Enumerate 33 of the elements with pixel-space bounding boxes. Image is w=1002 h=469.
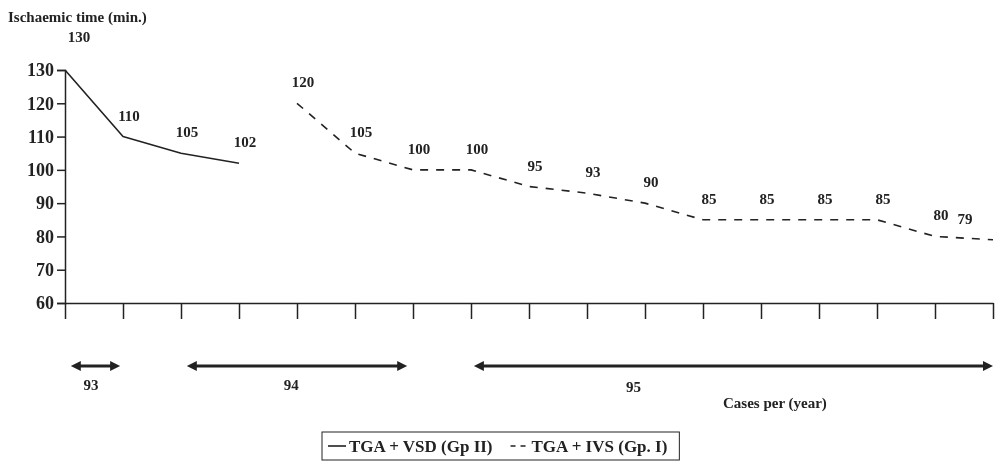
y-tick-label: 130 [27,60,54,81]
text: 94 [283,377,300,393]
data-label: 120 [291,74,315,91]
text: Cases per (year) [723,395,827,412]
line-series [296,102,994,241]
y-tick-label: 60 [36,293,54,314]
data-label: 100 [407,140,431,157]
data-label: 105 [349,124,373,141]
y-tick-label: 80 [36,226,54,247]
data-label: 90 [643,174,659,191]
data-label: 102 [233,134,257,151]
data-label: 100 [465,140,489,157]
y-tick-label: 100 [27,160,54,181]
legend-label: TGA + VSD (Gp II) [349,437,493,456]
data-label: 85 [759,190,775,207]
legend-label: TGA + IVS (Gp. I) [531,437,668,456]
data-label: 105 [175,124,199,141]
data-label: 85 [817,190,833,207]
data-label: 130 [67,29,91,45]
data-label: 95 [527,157,543,174]
y-tick-label: 110 [27,126,54,147]
data-label: 85 [701,190,717,207]
text: 93 [83,377,99,393]
y-tick-label: 120 [27,93,54,114]
data-label: 85 [875,190,891,207]
y-axis-title: Ischaemic time (min.) [8,9,147,26]
data-label: 79 [957,210,973,227]
y-tick-label: 70 [36,259,54,280]
data-label: 80 [933,207,949,224]
y-tick-label: 90 [36,193,54,214]
text: 95 [625,379,641,395]
data-label: 93 [585,164,601,181]
data-label: 110 [118,107,140,124]
